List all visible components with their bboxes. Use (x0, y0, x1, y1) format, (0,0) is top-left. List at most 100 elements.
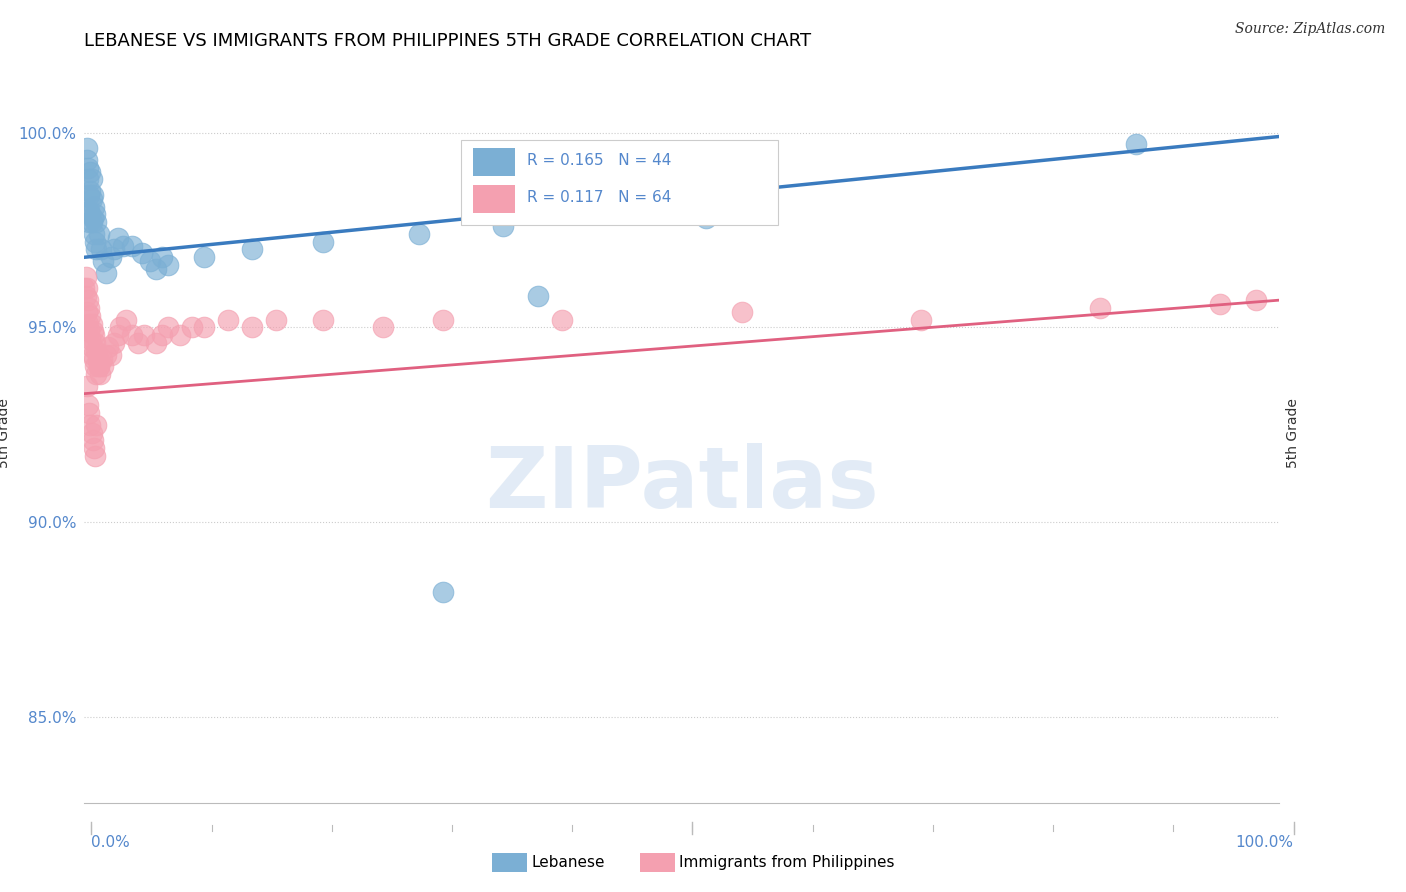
Point (79, 164, 101, 178)
Y-axis label: 5th Grade: 5th Grade (0, 398, 11, 467)
Point (1209, 297, 1232, 311)
Point (97, 340, 120, 354)
Point (103, 336, 125, 351)
Point (80, 425, 103, 440)
Point (432, 312, 454, 326)
Point (217, 312, 239, 326)
Text: Lebanese: Lebanese (531, 855, 605, 870)
Point (551, 312, 574, 326)
Point (731, 305, 754, 319)
Point (93, 254, 115, 268)
Point (91, 351, 114, 366)
Point (90, 243, 112, 257)
Point (193, 320, 215, 334)
Point (86, 367, 108, 381)
Point (79, 332, 101, 346)
Text: R = 0.117   N = 64: R = 0.117 N = 64 (527, 190, 671, 205)
Point (80, 215, 103, 229)
Point (84, 359, 107, 374)
Point (111, 238, 134, 252)
Point (100, 348, 122, 362)
Point (107, 231, 129, 245)
Text: LEBANESE VS IMMIGRANTS FROM PHILIPPINES 5TH GRADE CORRELATION CHART: LEBANESE VS IMMIGRANTS FROM PHILIPPINES … (84, 32, 811, 50)
Point (86, 417, 108, 432)
Point (86, 351, 108, 366)
Point (84, 235, 107, 249)
Point (76, 379, 98, 393)
Point (432, 585, 454, 599)
Point (100, 250, 122, 264)
Point (77, 317, 100, 331)
Point (94, 348, 117, 362)
Bar (472, 185, 515, 212)
Point (145, 336, 167, 351)
Point (83, 351, 105, 366)
Point (527, 289, 550, 303)
Point (86, 343, 108, 358)
Y-axis label: 5th Grade: 5th Grade (1286, 398, 1301, 467)
Point (80, 317, 103, 331)
Point (87, 227, 110, 241)
Point (76, 305, 98, 319)
Text: R = 0.165   N = 44: R = 0.165 N = 44 (527, 153, 671, 169)
Point (79, 184, 101, 198)
Point (103, 243, 125, 257)
Point (86, 215, 108, 229)
Point (121, 238, 143, 252)
Point (79, 207, 101, 221)
Point (1244, 293, 1267, 307)
Point (131, 246, 153, 260)
Point (82, 324, 104, 338)
Point (695, 211, 717, 226)
Point (115, 312, 138, 326)
Point (77, 172, 100, 186)
Point (76, 153, 98, 167)
Point (77, 215, 100, 229)
Point (312, 235, 335, 249)
Point (84, 449, 107, 463)
Point (910, 312, 932, 326)
Point (82, 188, 104, 202)
Point (80, 172, 103, 186)
Point (80, 192, 103, 206)
Point (89, 367, 111, 381)
Point (77, 398, 100, 412)
Point (145, 262, 167, 277)
Point (150, 328, 173, 343)
Point (121, 328, 143, 343)
Point (169, 328, 191, 343)
Point (264, 312, 287, 326)
Point (75, 289, 97, 303)
Bar (472, 147, 515, 176)
Point (83, 227, 105, 241)
Point (73, 281, 96, 295)
Point (75, 269, 97, 284)
Point (93, 359, 115, 374)
Text: ZIPatlas: ZIPatlas (485, 443, 879, 526)
Bar (461, 140, 778, 226)
Point (107, 328, 129, 343)
Text: Immigrants from Philippines: Immigrants from Philippines (679, 855, 894, 870)
Point (240, 243, 263, 257)
Point (408, 227, 430, 241)
Point (492, 219, 515, 233)
Point (84, 207, 107, 221)
Point (110, 320, 132, 334)
Point (157, 320, 180, 334)
Point (77, 324, 100, 338)
Point (76, 281, 98, 295)
Point (84, 336, 107, 351)
Point (83, 200, 105, 214)
Point (1090, 301, 1112, 315)
Point (127, 336, 149, 351)
Point (181, 320, 204, 334)
Point (1125, 137, 1147, 152)
Point (77, 293, 100, 307)
Point (240, 320, 263, 334)
Point (312, 312, 335, 326)
Point (77, 301, 100, 315)
Point (80, 340, 103, 354)
Point (82, 434, 104, 448)
Point (83, 441, 105, 455)
Point (83, 328, 105, 343)
